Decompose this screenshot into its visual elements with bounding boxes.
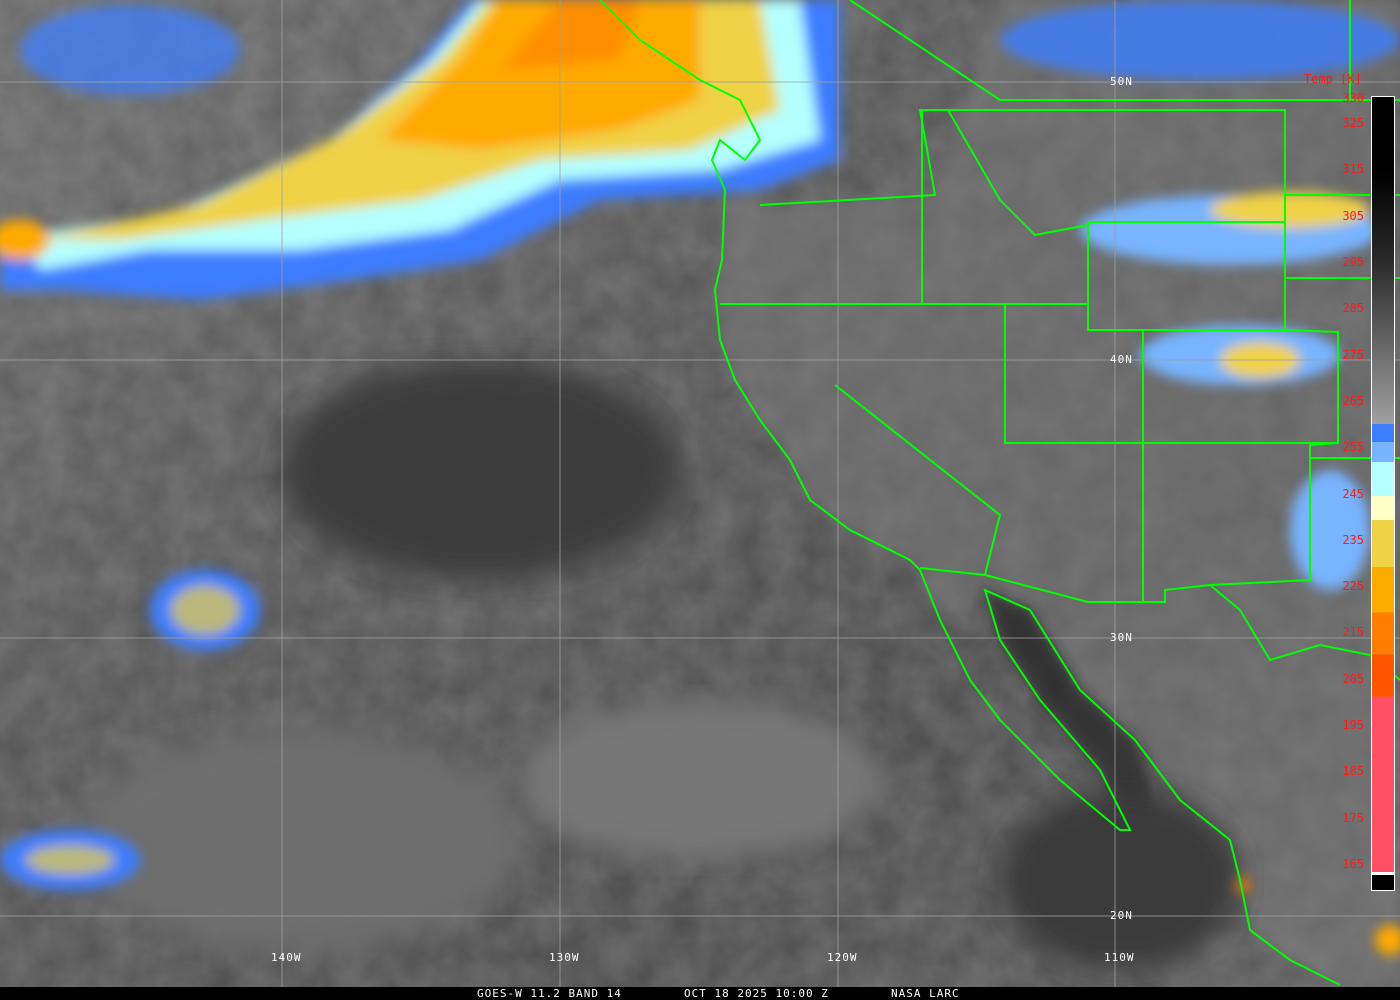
colorbar-label: 215 (1342, 625, 1364, 640)
lon-label-130w: 130W (549, 951, 580, 964)
caption-credit: NASA LARC (891, 987, 960, 1000)
caption-datetime: OCT 18 2025 10:00 Z (684, 987, 829, 1000)
colorbar-label: 325 (1342, 116, 1364, 131)
lat-label-40n: 40N (1110, 353, 1133, 366)
caption-bar: GOES-W 11.2 BAND 14 OCT 18 2025 10:00 Z … (0, 987, 1400, 1000)
colorbar-label: 265 (1342, 393, 1364, 408)
lat-label-30n: 30N (1110, 631, 1133, 644)
colorbar-label: 245 (1342, 486, 1364, 501)
colorbar-label: 275 (1342, 347, 1364, 362)
gulf-of-california (985, 590, 1160, 830)
colorbar-title: Temp [K] (1304, 72, 1362, 86)
colorbar-label: 285 (1342, 301, 1364, 316)
colorbar-label: 185 (1342, 764, 1364, 779)
lon-label-110w: 110W (1104, 951, 1135, 964)
colorbar-label: 235 (1342, 532, 1364, 547)
cloud-band (0, 0, 1400, 955)
colorbar-label: 175 (1342, 810, 1364, 825)
lat-label-20n: 20N (1110, 909, 1133, 922)
colorbar-label: 295 (1342, 255, 1364, 270)
lon-label-140w: 140W (271, 951, 302, 964)
lat-label-50n: 50N (1110, 75, 1133, 88)
colorbar-label: 330 (1342, 91, 1364, 105)
colorbar-label: 195 (1342, 718, 1364, 733)
colorbar-label: 255 (1342, 440, 1364, 455)
colorbar-label: 225 (1342, 579, 1364, 594)
lon-label-120w: 120W (827, 951, 858, 964)
temperature-colorbar (1371, 96, 1395, 891)
colorbar-label: 315 (1342, 162, 1364, 177)
colorbar-label: 305 (1342, 208, 1364, 223)
caption-satellite-band: GOES-W 11.2 BAND 14 (477, 987, 622, 1000)
coastlines-and-borders (599, 0, 1400, 986)
colorbar-label: 165 (1342, 856, 1364, 871)
colorbar-label: 205 (1342, 671, 1364, 686)
